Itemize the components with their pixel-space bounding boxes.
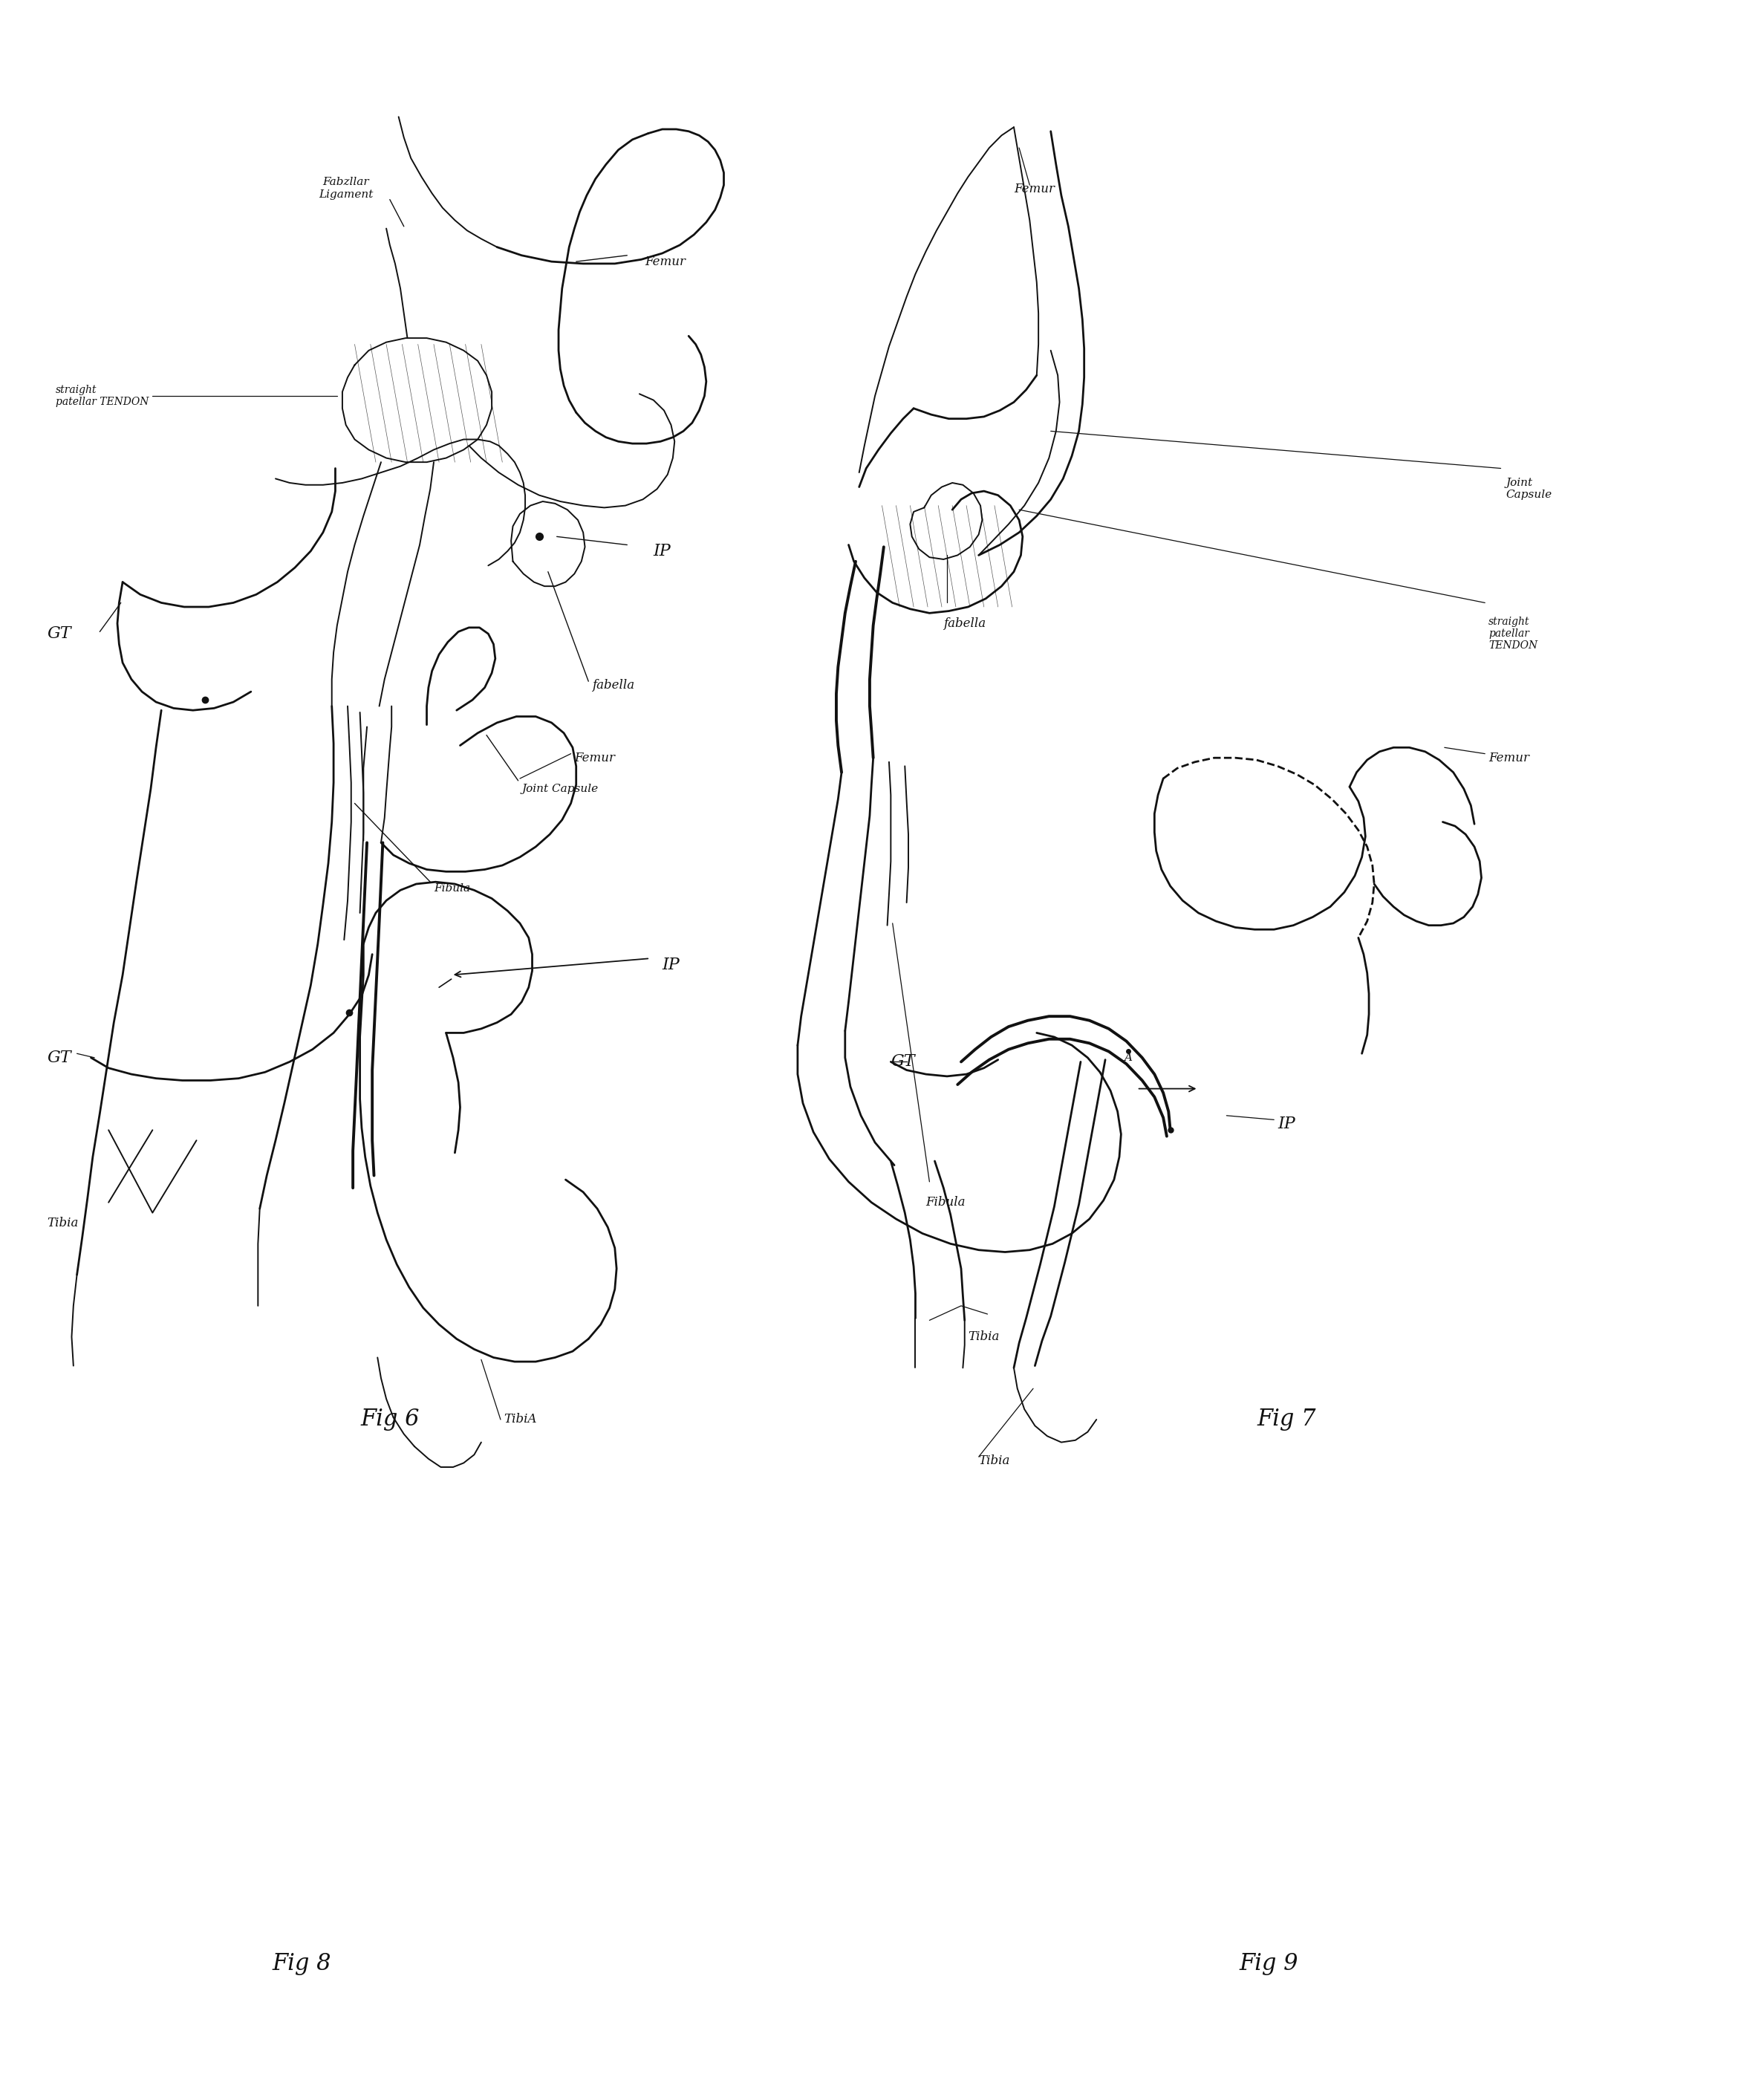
Text: fabella: fabella xyxy=(944,618,986,630)
Text: GT: GT xyxy=(891,1054,916,1070)
Text: Fig 8: Fig 8 xyxy=(272,1952,332,1974)
Text: Tibia: Tibia xyxy=(968,1332,1000,1344)
Text: fabella: fabella xyxy=(593,678,635,693)
Text: Fig 9: Fig 9 xyxy=(1238,1952,1298,1974)
Text: Fibula: Fibula xyxy=(434,884,471,894)
Text: GT: GT xyxy=(48,626,71,643)
Text: Tibia: Tibia xyxy=(48,1217,79,1230)
Text: Joint
Capsule: Joint Capsule xyxy=(1506,477,1552,500)
Text: Femur: Femur xyxy=(575,751,616,763)
Text: Fig 6: Fig 6 xyxy=(360,1408,420,1431)
Text: Fabzllar
Ligament: Fabzllar Ligament xyxy=(319,176,374,199)
Text: straight
patellar
TENDON: straight patellar TENDON xyxy=(1489,616,1538,651)
Text: Femur: Femur xyxy=(1489,751,1529,763)
Text: IP: IP xyxy=(1277,1116,1295,1132)
Text: Tibia: Tibia xyxy=(979,1454,1011,1466)
Text: Joint Capsule: Joint Capsule xyxy=(522,784,598,794)
Text: IP: IP xyxy=(662,956,679,973)
Text: Fibula: Fibula xyxy=(926,1197,965,1209)
Text: Fig 7: Fig 7 xyxy=(1256,1408,1316,1431)
Text: straight
patellar TENDON: straight patellar TENDON xyxy=(56,386,148,407)
Text: Femur: Femur xyxy=(1014,183,1055,195)
Text: A: A xyxy=(1124,1052,1132,1062)
Text: GT: GT xyxy=(48,1049,71,1066)
Text: IP: IP xyxy=(653,543,670,560)
Text: TibiA: TibiA xyxy=(505,1412,536,1425)
Text: Femur: Femur xyxy=(644,255,686,268)
